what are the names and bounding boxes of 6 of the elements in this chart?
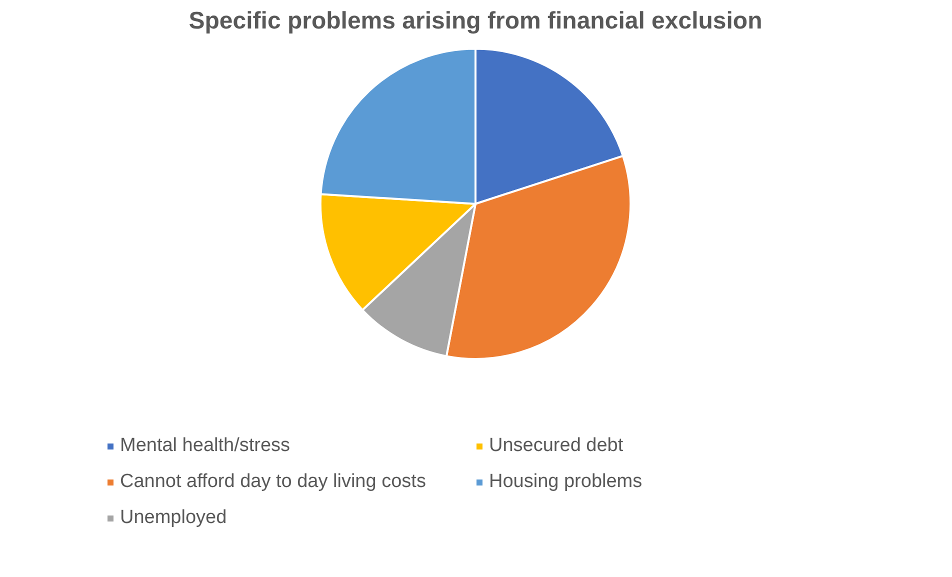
legend-label: Unsecured debt xyxy=(489,435,624,457)
legend-label: Housing problems xyxy=(489,471,644,493)
legend-label: Mental health/stress xyxy=(120,435,292,457)
legend-label: Cannot afford day to day living costs xyxy=(120,471,427,493)
chart-title: Specific problems arising from financial exclusion xyxy=(188,8,762,34)
legend-label: Unemployed xyxy=(120,507,228,529)
